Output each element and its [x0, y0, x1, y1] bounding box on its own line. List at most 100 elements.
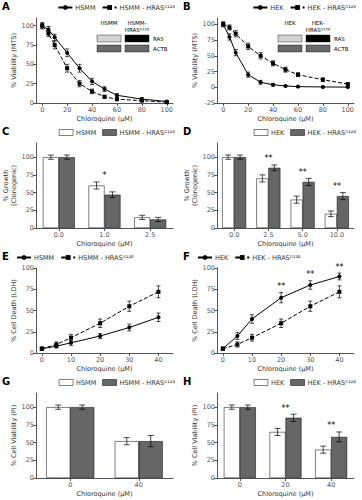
svg-text:100: 100 [342, 106, 354, 114]
svg-text:2.5: 2.5 [145, 231, 155, 239]
svg-text:HEK: HEK [284, 20, 296, 26]
svg-text:0: 0 [30, 349, 34, 357]
svg-text:Chloroquine (μM): Chloroquine (μM) [77, 490, 133, 498]
svg-text:(Clonogenic): (Clonogenic) [10, 165, 18, 206]
svg-text:50: 50 [26, 189, 34, 197]
svg-text:HSMM - HRASᴳ¹²ᵝ: HSMM - HRASᴳ¹²ᵝ [120, 4, 176, 12]
svg-text:25: 25 [26, 80, 34, 88]
svg-text:HEK - HRASᴳ¹²ᵝ: HEK - HRASᴳ¹²ᵝ [308, 4, 357, 12]
svg-text:HEK - HRASᴳ¹²ᵝ: HEK - HRASᴳ¹²ᵝ [308, 129, 357, 137]
svg-text:75: 75 [26, 421, 34, 429]
svg-text:E: E [2, 251, 9, 262]
svg-text:75: 75 [207, 171, 215, 179]
svg-text:75: 75 [207, 285, 215, 293]
svg-text:HSMM: HSMM [100, 20, 117, 26]
svg-text:30: 30 [125, 356, 133, 364]
svg-text:0: 0 [30, 99, 34, 107]
svg-text:100: 100 [22, 22, 34, 30]
svg-text:50: 50 [207, 189, 215, 197]
svg-text:0: 0 [238, 481, 242, 489]
svg-text:40: 40 [135, 481, 143, 489]
svg-text:**: ** [264, 154, 272, 163]
svg-text:100: 100 [203, 20, 215, 28]
svg-text:40: 40 [327, 481, 335, 489]
svg-text:40: 40 [154, 356, 162, 364]
svg-text:% Cell Death (LDH): % Cell Death (LDH) [10, 279, 18, 342]
svg-text:**: ** [333, 182, 341, 191]
svg-text:10.0: 10.0 [330, 231, 344, 239]
svg-text:0: 0 [40, 106, 44, 114]
svg-text:25: 25 [26, 206, 34, 214]
svg-text:HEK: HEK [215, 254, 229, 262]
svg-text:Chloroquine (μM): Chloroquine (μM) [258, 490, 314, 498]
svg-text:G: G [2, 376, 10, 387]
svg-text:100: 100 [203, 264, 215, 272]
svg-text:0.0: 0.0 [54, 231, 64, 239]
svg-text:% Viability (MTS): % Viability (MTS) [191, 33, 199, 88]
svg-text:40: 40 [269, 106, 277, 114]
svg-text:HEK-: HEK- [312, 20, 325, 26]
svg-text:**: ** [277, 282, 285, 291]
svg-text:HEK - HRASᴳ¹²ᵝ: HEK - HRASᴳ¹²ᵝ [308, 379, 357, 387]
svg-text:75: 75 [26, 41, 34, 49]
svg-text:H: H [183, 376, 191, 387]
svg-text:**: ** [282, 404, 290, 413]
svg-text:0: 0 [30, 224, 34, 232]
svg-text:20: 20 [63, 106, 71, 114]
svg-text:40: 40 [335, 356, 343, 364]
svg-text:100: 100 [22, 403, 34, 411]
svg-text:C: C [2, 126, 9, 137]
svg-text:50: 50 [26, 439, 34, 447]
svg-text:RAS: RAS [334, 36, 345, 42]
svg-text:0: 0 [211, 349, 215, 357]
svg-text:60: 60 [113, 106, 121, 114]
svg-text:HRASᴳ¹²ᵝ: HRASᴳ¹²ᵝ [125, 27, 149, 33]
svg-text:10: 10 [248, 356, 256, 364]
svg-text:(Clonogenic): (Clonogenic) [191, 165, 199, 206]
svg-text:0: 0 [30, 474, 34, 482]
svg-text:50: 50 [26, 60, 34, 68]
svg-text:75: 75 [26, 171, 34, 179]
svg-text:2.5: 2.5 [263, 231, 273, 239]
svg-text:HSMM - HRASᴳ¹²ᵝ: HSMM - HRASᴳ¹²ᵝ [120, 129, 176, 137]
svg-text:25: 25 [207, 68, 215, 76]
svg-text:25: 25 [26, 456, 34, 464]
svg-text:Chloroquine (μM): Chloroquine (μM) [258, 240, 314, 248]
svg-text:25: 25 [26, 328, 34, 336]
svg-text:100: 100 [22, 153, 34, 161]
svg-text:75: 75 [207, 36, 215, 44]
svg-text:0: 0 [211, 224, 215, 232]
svg-text:100: 100 [161, 106, 173, 114]
svg-text:Chloroquine (μM): Chloroquine (μM) [258, 365, 314, 373]
svg-text:1.0: 1.0 [99, 231, 109, 239]
svg-text:0: 0 [211, 474, 215, 482]
svg-text:F: F [183, 251, 190, 262]
svg-text:100: 100 [203, 403, 215, 411]
svg-text:20: 20 [281, 481, 289, 489]
svg-text:30: 30 [306, 356, 314, 364]
svg-text:ACTB: ACTB [153, 46, 168, 52]
svg-text:-25: -25 [204, 99, 215, 107]
svg-text:50: 50 [207, 52, 215, 60]
svg-text:20: 20 [96, 356, 104, 364]
svg-text:60: 60 [294, 106, 302, 114]
svg-text:% Cell Death (LDH): % Cell Death (LDH) [191, 279, 199, 342]
svg-text:20: 20 [277, 356, 285, 364]
svg-text:% Cell Viability (PI): % Cell Viability (PI) [191, 405, 199, 466]
svg-text:HSMM - HRASᴳ¹²ᵝ: HSMM - HRASᴳ¹²ᵝ [120, 379, 176, 387]
svg-text:HSMM: HSMM [75, 4, 95, 12]
svg-text:ACTB: ACTB [334, 46, 349, 52]
svg-text:75: 75 [26, 285, 34, 293]
svg-text:HEK - HRASᴳ¹²ᵝ: HEK - HRASᴳ¹²ᵝ [252, 254, 301, 262]
svg-text:0.0: 0.0 [229, 231, 239, 239]
svg-text:Chloroquine (μM): Chloroquine (μM) [77, 240, 133, 248]
svg-text:Chloroquine (μM): Chloroquine (μM) [258, 115, 314, 123]
svg-text:HSMM: HSMM [34, 254, 54, 262]
svg-text:**: ** [299, 168, 307, 177]
svg-text:A: A [2, 1, 10, 12]
svg-text:RAS: RAS [153, 36, 164, 42]
svg-text:Chloroquine (μM): Chloroquine (μM) [77, 365, 133, 373]
svg-text:40: 40 [88, 106, 96, 114]
svg-text:0: 0 [221, 356, 225, 364]
svg-text:HSMM-: HSMM- [127, 20, 146, 26]
